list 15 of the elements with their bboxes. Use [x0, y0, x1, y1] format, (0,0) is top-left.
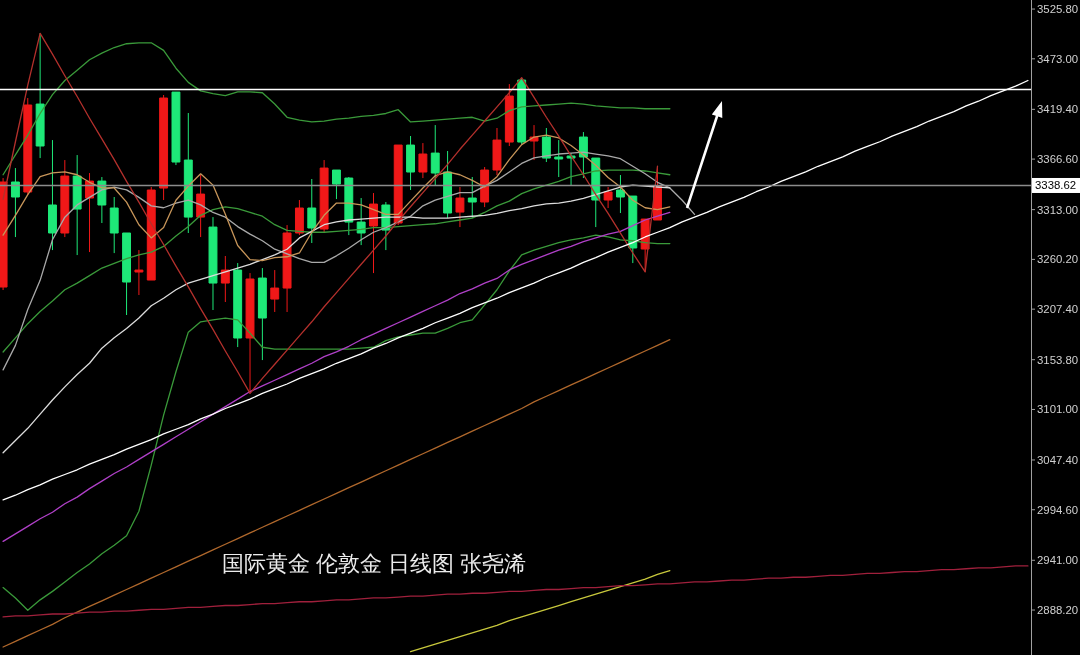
y-tick-label: 3419.40 [1037, 103, 1079, 116]
y-tick-label: 2994.60 [1037, 503, 1079, 516]
y-tick-label: 2941.00 [1037, 554, 1079, 567]
y-tick-label: 3313.00 [1037, 203, 1079, 216]
y-tick-label: 3101.00 [1037, 403, 1079, 416]
y-tick-label: 3260.20 [1037, 253, 1079, 266]
y-tick-label: 2888.20 [1037, 604, 1079, 617]
y-tick-label: 3047.40 [1037, 454, 1079, 466]
y-tick-label: 3153.80 [1037, 353, 1079, 366]
y-tick-label: 3473.00 [1037, 52, 1079, 65]
y-tick-label: 3207.40 [1037, 303, 1079, 316]
ref-line-label: 3338.62 [1035, 179, 1077, 192]
annotation: 国际黄金 伦敦金 日线图 张尧浠 [222, 550, 527, 576]
y-tick-label: 3525.80 [1037, 3, 1079, 16]
y-tick-label: 3366.60 [1037, 153, 1079, 166]
